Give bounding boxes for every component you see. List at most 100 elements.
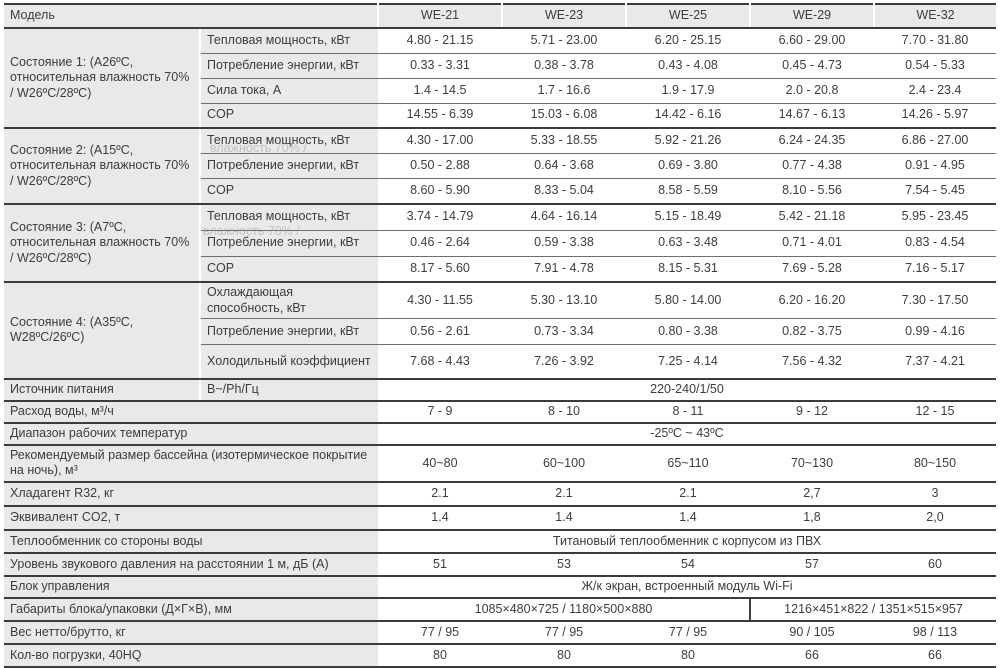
value-cell: 0.56 - 2.61 — [378, 318, 502, 346]
value-cell: 66 — [750, 644, 874, 668]
value-cell: 53 — [502, 553, 626, 577]
value-cell: 5.71 - 23.00 — [502, 28, 626, 54]
value-cell: 2,0 — [874, 506, 996, 531]
header-model-we-21: WE-21 — [377, 4, 502, 29]
value-cell: 2,7 — [750, 482, 874, 507]
value-cell: 7.25 - 4.14 — [626, 344, 750, 380]
table-row: Хладагент R32, кг 2.1 2.1 2.1 2,7 3 — [4, 482, 996, 507]
value-cell: 6.20 - 16.20 — [750, 282, 874, 320]
param-cell: COP — [200, 103, 378, 129]
value-cell: 0.83 - 4.54 — [874, 230, 996, 257]
value-cell: 5.15 - 18.49 — [626, 204, 750, 231]
value-cell: 0.59 - 3.38 — [502, 230, 626, 257]
row-label-cell: Уровень звукового давления на расстоянии… — [4, 553, 378, 577]
table-row: Вес нетто/брутто, кг 77 / 95 77 / 95 77 / 9… — [4, 621, 996, 645]
value-cell: 0.71 - 4.01 — [750, 230, 874, 257]
header-model-we-29: WE-29 — [749, 4, 874, 29]
table-row: Блок управления Ж/к экран, встроенный мод… — [4, 576, 996, 599]
value-cell: 8.33 - 5.04 — [502, 178, 626, 205]
value-cell: 5.30 - 13.10 — [502, 282, 626, 320]
value-cell: 0.77 - 4.38 — [750, 153, 874, 179]
value-cell: 14.67 - 6.13 — [750, 103, 874, 129]
value-span-left-cell: 1085×480×725 / 1180×500×880 — [378, 598, 750, 622]
param-cell: COP — [200, 256, 378, 283]
table-row: Состояние 1: (A26ºC, относительная влажн… — [4, 28, 996, 129]
value-cell: 6.86 - 27.00 — [874, 128, 996, 154]
value-cell: 0.43 - 4.08 — [626, 53, 750, 79]
value-cell: 80 — [502, 644, 626, 668]
header-model-label: Модель — [4, 4, 378, 29]
table-row: Рекомендуемый размер бассейна (изотермич… — [4, 444, 996, 484]
value-span-cell: Титановый теплообменник с корпусом из ПВ… — [378, 530, 996, 554]
spec-table-body: Модель WE-21 WE-23 WE-25 WE-29 WE-32 Состояние… — [4, 4, 996, 668]
value-cell: 7.91 - 4.78 — [502, 256, 626, 283]
header-model-we-32: WE-32 — [873, 4, 996, 29]
param-cell: Тепловая мощность, кВт — [200, 128, 378, 154]
value-cell: 7.68 - 4.43 — [378, 344, 502, 380]
row-label-cell: Диапазон рабочих температур — [4, 422, 378, 446]
value-cell: 80 — [626, 644, 750, 668]
table-row: COP 8.60 - 5.90 8.33 - 5.04 8.58 - 5.59 8.10… — [4, 178, 996, 205]
param-cell: Потребление энергии, кВт — [200, 53, 378, 79]
value-cell: 60~100 — [502, 444, 626, 484]
table-row: Теплообменник со стороны воды Титановый т… — [4, 530, 996, 554]
value-cell: 2.1 — [378, 482, 502, 507]
table-row: Кол-во погрузки, 40HQ 80 80 80 66 66 — [4, 644, 996, 668]
value-cell: 7.16 - 5.17 — [874, 256, 996, 283]
row-label-cell: Эквивалент CO2, т — [4, 506, 378, 531]
value-cell: 3 — [874, 482, 996, 507]
value-cell: 5.95 - 23.45 — [874, 204, 996, 231]
value-cell: 0.69 - 3.80 — [626, 153, 750, 179]
value-cell: 7.26 - 3.92 — [502, 344, 626, 380]
value-cell: 0.63 - 3.48 — [626, 230, 750, 257]
row-label-cell: Габариты блока/упаковки (Д×Г×В), мм — [4, 598, 378, 622]
value-cell: 8.60 - 5.90 — [378, 178, 502, 205]
table-row: Состояние 2: (A15ºC, относительная влажн… — [4, 128, 996, 205]
value-cell: 8.58 - 5.59 — [626, 178, 750, 205]
value-cell: 5.80 - 14.00 — [626, 282, 750, 320]
value-cell: 2.1 — [502, 482, 626, 507]
param-cell: COP — [200, 178, 378, 205]
value-cell: 2.0 - 20.8 — [750, 78, 874, 104]
value-cell: 8 - 11 — [626, 400, 750, 424]
param-cell: Тепловая мощность, кВт — [200, 204, 378, 231]
table-row: Холодильный коэффициент 7.68 - 4.43 7.26 -… — [4, 344, 996, 380]
value-cell: 1,8 — [750, 506, 874, 531]
value-cell: 7.69 - 5.28 — [750, 256, 874, 283]
value-cell: 0.38 - 3.78 — [502, 53, 626, 79]
value-cell: 6.24 - 24.35 — [750, 128, 874, 154]
param-cell: Тепловая мощность, кВт — [200, 28, 378, 54]
value-cell: 6.20 - 25.15 — [626, 28, 750, 54]
param-cell: Потребление энергии, кВт — [200, 318, 378, 346]
value-cell: 4.30 - 17.00 — [378, 128, 502, 154]
row-label-cell: Расход воды, м³/ч — [4, 400, 378, 424]
row-label-cell: Источник питания — [4, 378, 201, 402]
value-cell: 90 / 105 — [750, 621, 874, 645]
value-cell: 65~110 — [626, 444, 750, 484]
header-row: Модель WE-21 WE-23 WE-25 WE-29 WE-32 — [4, 4, 996, 29]
param-cell: Потребление энергии, кВт — [200, 230, 378, 257]
value-cell: 4.80 - 21.15 — [378, 28, 502, 54]
value-cell: 80~150 — [874, 444, 996, 484]
value-cell: 7.56 - 4.32 — [750, 344, 874, 380]
table-row: Потребление энергии, кВт 0.46 - 2.64 0.59 … — [4, 230, 996, 257]
table-row: Потребление энергии, кВт 0.56 - 2.61 0.73 … — [4, 318, 996, 346]
value-cell: 4.30 - 11.55 — [378, 282, 502, 320]
value-cell: 0.99 - 4.16 — [874, 318, 996, 346]
table-row: Габариты блока/упаковки (Д×Г×В), мм 1085×… — [4, 598, 996, 622]
category-cell: Состояние 1: (A26ºC, относительная влажн… — [4, 28, 201, 129]
header-model-we-23: WE-23 — [501, 4, 626, 29]
table-row: Источник питания В~/Ph/Гц 220-240/1/50 — [4, 378, 996, 402]
value-cell: 4.64 - 16.14 — [502, 204, 626, 231]
table-row: Сила тока, А 1.4 - 14.5 1.7 - 16.6 1.9 - 17… — [4, 78, 996, 104]
value-cell: 51 — [378, 553, 502, 577]
value-cell: 0.50 - 2.88 — [378, 153, 502, 179]
value-cell: 1.4 — [502, 506, 626, 531]
value-cell: 1.9 - 17.9 — [626, 78, 750, 104]
value-cell: 14.42 - 6.16 — [626, 103, 750, 129]
param-cell: Охлаждающая способность, кВт — [200, 282, 378, 320]
value-cell: 70~130 — [750, 444, 874, 484]
value-cell: 0.73 - 3.34 — [502, 318, 626, 346]
